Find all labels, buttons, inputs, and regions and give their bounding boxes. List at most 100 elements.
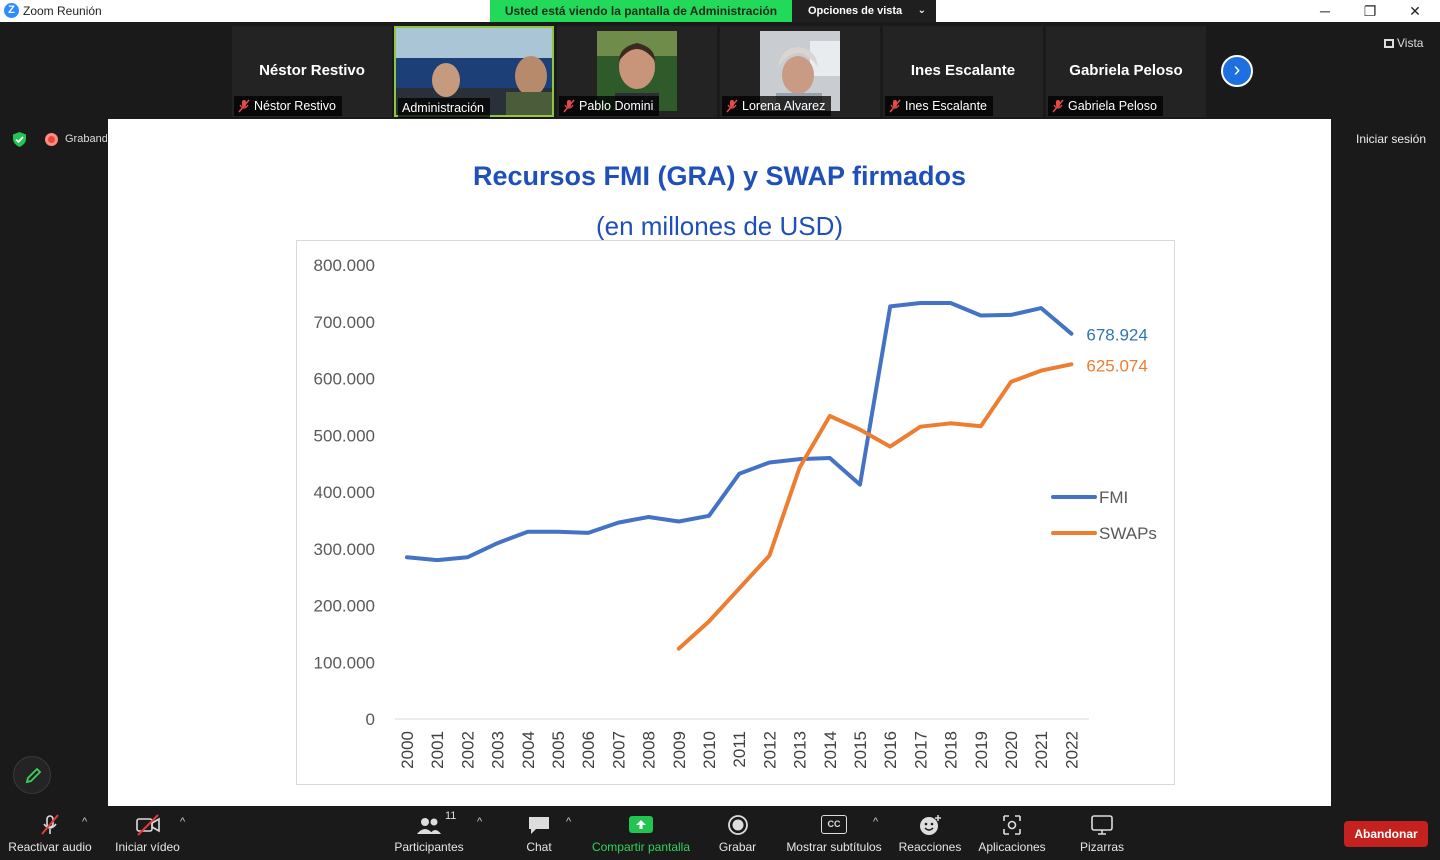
data-label: 625.074 [1086,356,1147,375]
muted-mic-icon [563,99,575,113]
x-tick-label: 2015 [851,731,870,769]
participant-name: Néstor Restivo [254,99,336,113]
x-tick-label: 2020 [1002,731,1021,769]
participant-name: Gabriela Peloso [1068,99,1157,113]
participant-tile[interactable]: Pablo Domini [557,26,717,117]
maximize-button[interactable]: ❐ [1363,3,1377,19]
grid-icon [1384,39,1394,48]
video-off-icon [135,814,160,836]
whiteboard-icon [1091,815,1113,835]
x-tick-label: 2022 [1062,731,1081,769]
next-page-button[interactable]: › [1221,55,1253,87]
muted-mic-icon [238,99,250,113]
chevron-right-icon: › [1233,59,1241,81]
participant-display-name: Ines Escalante [910,62,1016,79]
whiteboards-button[interactable]: Pizarras [1072,806,1132,860]
participant-name: Ines Escalante [905,99,987,113]
recording-label[interactable]: Grabando [65,133,107,145]
participant-name-tag: Lorena Alvarez [722,96,832,116]
participant-name: Administración [402,101,484,115]
participant-name-tag: Néstor Restivo [234,96,342,116]
x-tick-label: 2009 [670,731,689,769]
participants-button[interactable]: 11 Participantes [385,806,473,860]
close-button[interactable]: ✕ [1409,3,1421,19]
apps-button[interactable]: Aplicaciones [973,806,1051,860]
y-tick-label: 0 [366,710,375,729]
y-tick-label: 300.000 [314,540,375,559]
start-video-button[interactable]: Iniciar vídeo [105,806,190,860]
x-tick-label: 2002 [458,731,477,769]
x-tick-label: 2016 [881,731,900,769]
participant-name-tag: Pablo Domini [559,96,660,116]
minimize-button[interactable]: ─ [1320,3,1330,19]
annotate-button[interactable] [13,756,51,794]
view-button[interactable]: Vista [1384,36,1423,50]
slide-subtitle: (en millones de USD) [595,211,844,241]
participant-tile[interactable]: Néstor Restivo Néstor Restivo [232,26,392,117]
x-tick-label: 2006 [579,731,598,769]
x-tick-label: 2001 [428,731,447,769]
chat-button[interactable]: Chat [510,806,568,860]
meeting-toolbar: Reactivar audio ^ Iniciar vídeo ^ 11 Par… [0,806,1440,860]
share-screen-icon [629,816,653,833]
x-tick-label: 2011 [730,731,749,768]
line-chart: 0 100.000 200.000 300.000 400.000 500.000 600.… [296,240,1175,785]
series-line-swaps [676,362,1074,651]
whiteboards-label: Pizarras [1079,840,1124,854]
participant-name: Lorena Alvarez [742,99,826,113]
smiley-icon [920,815,941,835]
participant-tile[interactable]: Lorena Alvarez [720,26,880,117]
x-tick-label: 2018 [942,731,961,769]
x-tick-label: 2005 [549,731,568,769]
muted-mic-icon [889,99,901,113]
y-tick-label: 400.000 [314,483,375,502]
record-label: Grabar [718,840,757,854]
muted-mic-icon [726,99,738,113]
x-tick-label: 2017 [911,731,930,769]
participant-tile-active-speaker[interactable]: Administración [394,26,554,118]
y-tick-label: 600.000 [314,370,375,389]
leave-meeting-button[interactable]: Abandonar [1344,821,1428,847]
record-button[interactable]: Grabar [710,806,765,860]
x-tick-label: 2019 [972,731,991,769]
x-tick-label: 2021 [1032,731,1051,769]
window-title: Zoom Reunión [23,4,102,18]
chat-icon [529,817,549,834]
participant-tile[interactable]: Ines Escalante Ines Escalante [883,26,1043,117]
y-tick-label: 500.000 [314,426,375,445]
reactions-button[interactable]: Reacciones [895,806,965,860]
x-tick-label: 2000 [398,731,417,769]
participant-tile[interactable]: Gabriela Peloso Gabriela Peloso [1046,26,1206,117]
unmute-label: Reactivar audio [8,840,92,854]
title-bar: Z Zoom Reunión Usted está viendo la pant… [0,0,1440,22]
participant-name-tag: Gabriela Peloso [1048,96,1163,116]
unmute-button[interactable]: Reactivar audio [0,806,100,860]
share-screen-button[interactable]: Compartir pantalla [586,806,696,860]
screen-share-banner: Usted está viendo la pantalla de Adminis… [490,0,792,22]
muted-mic-icon [41,814,59,835]
x-tick-label: 2012 [760,731,779,769]
x-tick-label: 2010 [700,731,719,769]
record-icon [727,815,748,835]
captions-caret[interactable]: ^ [873,816,879,828]
audio-options-caret[interactable]: ^ [82,816,88,828]
share-screen-label: Compartir pantalla [591,840,691,854]
captions-button[interactable]: CC Mostrar subtítulos [780,806,888,860]
x-tick-label: 2003 [489,731,508,769]
video-options-caret[interactable]: ^ [180,816,186,828]
recording-icon [45,133,58,146]
view-options-label: Opciones de vista [808,5,903,17]
captions-label: Mostrar subtítulos [786,840,882,854]
view-options-button[interactable]: Opciones de vista ⌄ [792,0,936,22]
start-video-label: Iniciar vídeo [115,840,180,854]
participants-caret[interactable]: ^ [477,816,483,828]
y-tick-label: 800.000 [314,256,375,275]
chat-caret[interactable]: ^ [566,816,572,828]
chevron-down-icon: ⌄ [917,5,926,16]
closed-captions-icon: CC [821,815,847,834]
sign-in-button[interactable]: Iniciar sesión [1355,132,1427,146]
security-shield-icon[interactable] [11,131,28,148]
participants-label: Participantes [394,840,464,854]
muted-mic-icon [1052,99,1064,113]
participant-name-tag: Administración [398,98,490,118]
